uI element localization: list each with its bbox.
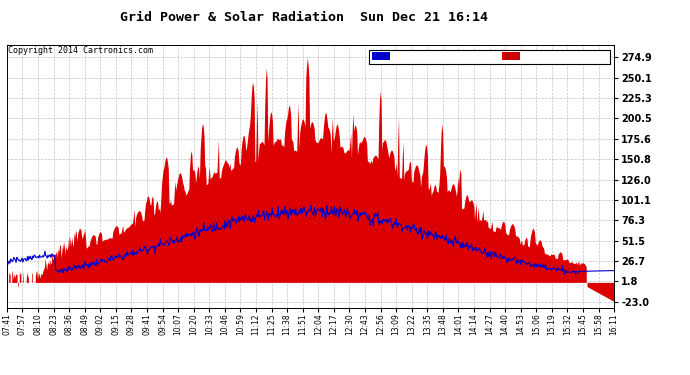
- Text: Grid Power & Solar Radiation  Sun Dec 21 16:14: Grid Power & Solar Radiation Sun Dec 21 …: [119, 11, 488, 24]
- Text: Copyright 2014 Cartronics.com: Copyright 2014 Cartronics.com: [8, 46, 153, 56]
- Legend: Radiation (w/m2), Grid (AC Watts): Radiation (w/m2), Grid (AC Watts): [369, 50, 609, 64]
